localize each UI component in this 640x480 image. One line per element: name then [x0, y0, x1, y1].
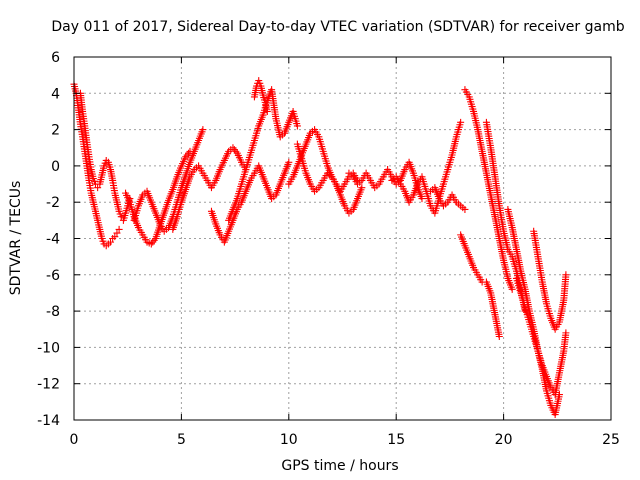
data-point: [508, 285, 516, 293]
series-arc-b: [76, 89, 134, 224]
data-point: [461, 205, 469, 213]
series-arc-r: [512, 274, 570, 399]
data-point: [115, 225, 123, 233]
x-tick-label: 5: [177, 432, 186, 448]
y-tick-label: -12: [37, 377, 60, 393]
data-point: [562, 329, 570, 337]
data-point: [199, 126, 207, 134]
y-tick-label: 4: [51, 86, 60, 102]
x-axis-label: GPS time / hours: [281, 458, 398, 474]
series-arc-d: [130, 126, 207, 235]
series-arc-j: [293, 140, 366, 217]
series-arc-n: [461, 86, 516, 293]
y-tick-label: -6: [46, 268, 60, 284]
data-point: [285, 158, 293, 166]
data-point: [113, 229, 121, 237]
x-tick-label: 0: [70, 432, 79, 448]
series-arc-g: [225, 86, 301, 224]
x-tick-label: 10: [280, 432, 298, 448]
series-arc-s: [530, 227, 570, 333]
x-tick-label: 25: [602, 432, 620, 448]
axis-tick-labels: 0 5 10 15 20 25 -14 -12 -10 -8 -6 -4 -2 0 2 4 6: [37, 50, 620, 448]
y-tick-label: -8: [46, 304, 60, 320]
series-arc-l: [388, 118, 465, 217]
series-arc-i: [285, 126, 362, 195]
y-tick-label: 0: [51, 159, 60, 175]
axis-ticks: [73, 56, 612, 421]
x-tick-label: 20: [495, 432, 513, 448]
data-markers: [70, 77, 570, 419]
data-point: [263, 107, 271, 115]
data-point: [111, 233, 119, 241]
data-point: [293, 122, 301, 130]
series-arc-o: [457, 231, 503, 341]
data-point: [358, 184, 366, 192]
y-tick-label: -14: [37, 413, 60, 429]
data-point: [495, 333, 503, 341]
series-arc-h: [250, 77, 271, 115]
chart-title: Day 011 of 2017, Sidereal Day-to-day VTE…: [51, 19, 624, 35]
y-axis-label: SDTVAR / TECUs: [8, 181, 24, 296]
series-arc-c: [122, 147, 194, 248]
data-point: [562, 271, 570, 279]
data-point: [94, 184, 102, 192]
data-point: [457, 118, 465, 126]
y-tick-label: -2: [46, 195, 60, 211]
y-tick-label: 2: [51, 123, 60, 139]
data-point: [107, 238, 115, 246]
y-tick-label: -4: [46, 232, 60, 248]
series-arc-m: [427, 184, 469, 213]
y-tick-label: 6: [51, 50, 60, 66]
series-arc-a: [70, 80, 123, 250]
x-tick-label: 15: [387, 432, 405, 448]
data-point: [418, 195, 426, 203]
series-arc-e: [169, 144, 250, 233]
y-tick-label: -10: [37, 340, 60, 356]
